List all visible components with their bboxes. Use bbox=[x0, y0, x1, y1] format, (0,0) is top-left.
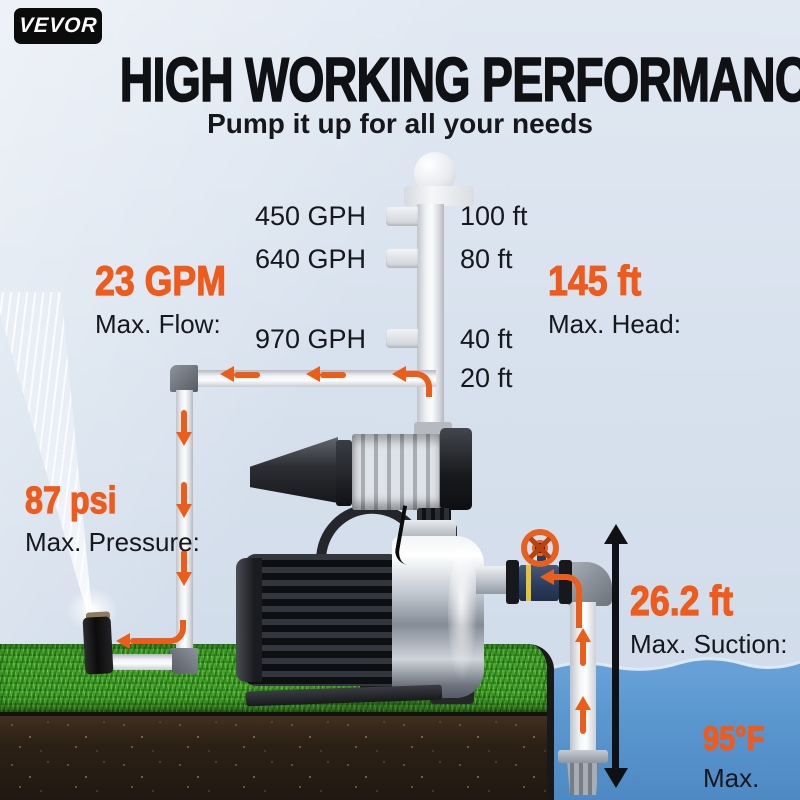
flow-arrow-shaft bbox=[181, 482, 187, 506]
flow-arrow-left-icon bbox=[306, 366, 320, 382]
flow-arrow-elbow-curve-icon bbox=[156, 620, 186, 644]
spec-max-suction: 26.2 ft Max. Suction: bbox=[629, 577, 788, 660]
flow-arrow-shaft bbox=[580, 708, 586, 734]
flow-arrow-junction-curve-icon bbox=[404, 371, 432, 397]
page-title: HIGH WORKING PERFORMANCE bbox=[0, 46, 800, 115]
sprinkler-feed-pipe bbox=[110, 654, 172, 670]
pressure-controller-body bbox=[352, 434, 442, 510]
max-head-value: 145 ft bbox=[547, 257, 642, 304]
spec-max-pressure: 87 psi Max. Pressure: bbox=[24, 480, 200, 558]
elbow-top-left bbox=[170, 365, 198, 392]
brand-logo-text: VEVOR bbox=[17, 14, 99, 37]
flow-arrow-down-icon bbox=[176, 432, 192, 446]
flow-arrow-down-icon bbox=[176, 504, 192, 518]
flow-arrow-shaft bbox=[181, 410, 187, 434]
max-pressure-value: 87 psi bbox=[24, 480, 117, 522]
discharge-pipe-down bbox=[176, 390, 193, 652]
pump-outlet-pipe bbox=[476, 566, 510, 594]
flow-label-450gph: 450 GPH bbox=[254, 201, 366, 231]
pressure-controller-ring bbox=[336, 440, 352, 506]
flow-arrow-shaft bbox=[181, 550, 187, 574]
pump-head-fitting bbox=[400, 520, 456, 540]
measure-arrow-down-head bbox=[604, 768, 628, 788]
brand-logo: VEVOR bbox=[14, 8, 102, 44]
valve-handwheel-icon bbox=[521, 529, 559, 567]
measure-arrow-shaft bbox=[612, 538, 619, 774]
height-label-100ft: 100 ft bbox=[460, 201, 528, 231]
max-suction-value: 26.2 ft bbox=[629, 577, 734, 624]
elbow-bottom-left bbox=[170, 648, 198, 674]
flow-arrow-up-icon bbox=[575, 696, 591, 710]
riser-pipe bbox=[417, 204, 444, 444]
suction-depth-double-arrow-icon bbox=[604, 524, 628, 788]
flow-arrow-left-icon bbox=[392, 366, 406, 382]
valve-yellow-stripe bbox=[526, 565, 531, 601]
max-temperature-label: Max. bbox=[703, 763, 760, 793]
flow-arrow-up-icon bbox=[575, 628, 591, 642]
flow-arrow-left-icon bbox=[116, 633, 130, 649]
flow-label-640gph: 640 GPH bbox=[254, 244, 366, 274]
max-suction-label: Max. Suction: bbox=[630, 629, 788, 659]
foot-valve-strainer-icon bbox=[567, 763, 599, 795]
spec-max-head: 145 ft Max. Head: bbox=[547, 257, 681, 340]
sprinkler-icon bbox=[82, 616, 114, 675]
soil bbox=[0, 712, 547, 800]
flow-arrow-valve-curve-icon bbox=[552, 574, 582, 628]
flow-arrow-shaft bbox=[580, 640, 586, 666]
riser-port-100ft bbox=[386, 207, 418, 226]
height-label-20ft: 20 ft bbox=[460, 363, 513, 393]
page-subtitle: Pump it up for all your needs bbox=[207, 108, 593, 139]
spec-max-water-temperature: 95°F Max. bbox=[702, 720, 775, 794]
max-head-label: Max. Head: bbox=[548, 309, 681, 339]
pump-head-stainless bbox=[392, 536, 484, 698]
height-label-80ft: 80 ft bbox=[460, 244, 513, 274]
height-label-40ft: 40 ft bbox=[460, 324, 513, 354]
valve-flange-left bbox=[506, 560, 519, 604]
max-temperature-value: 95°F bbox=[702, 720, 765, 758]
page-title-text: HIGH WORKING PERFORMANCE bbox=[119, 46, 800, 115]
spec-max-flow: 23 GPM Max. Flow: bbox=[94, 257, 249, 340]
flow-arrow-shaft bbox=[130, 638, 158, 644]
max-flow-label: Max. Flow: bbox=[95, 309, 221, 339]
foot-valve-flange bbox=[558, 750, 608, 763]
flow-arrow-shaft bbox=[234, 372, 260, 378]
max-flow-value: 23 GPM bbox=[94, 257, 226, 304]
max-pressure-label: Max. Pressure: bbox=[25, 527, 200, 557]
riser-port-40ft bbox=[386, 329, 418, 348]
flow-arrow-down-icon bbox=[176, 572, 192, 586]
pump-motor-endcap bbox=[236, 558, 262, 682]
flow-label-970gph: 970 GPH bbox=[254, 324, 366, 354]
pump-motor bbox=[244, 554, 394, 686]
flow-arrow-left-icon bbox=[540, 569, 554, 585]
measure-arrow-up-head bbox=[604, 524, 628, 544]
flow-arrow-left-icon bbox=[220, 366, 234, 382]
pressure-controller-head bbox=[440, 428, 472, 510]
riser-port-80ft bbox=[386, 249, 418, 268]
riser-top-collar bbox=[404, 186, 474, 206]
flow-arrow-shaft bbox=[320, 372, 346, 378]
